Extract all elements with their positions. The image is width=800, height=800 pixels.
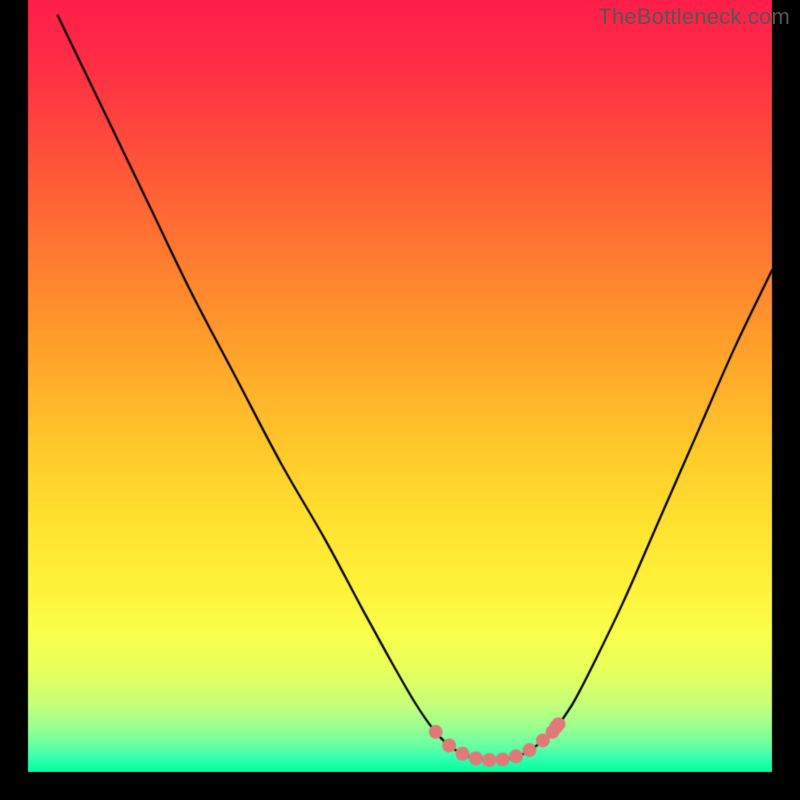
chart-stage: TheBottleneck.com: [0, 0, 800, 800]
watermark-text: TheBottleneck.com: [598, 4, 790, 30]
bottleneck-curve: [0, 0, 800, 800]
